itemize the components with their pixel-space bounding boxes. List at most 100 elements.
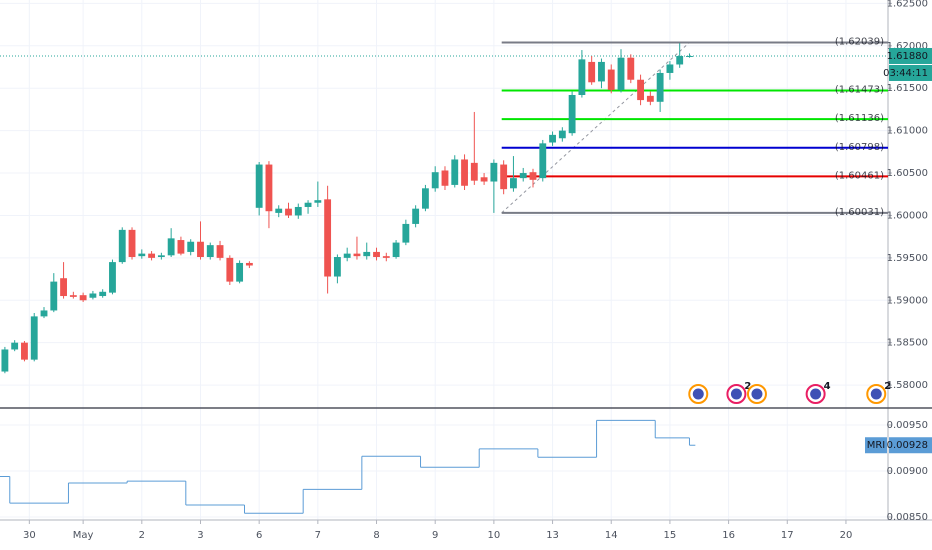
candle-body — [294, 206, 302, 216]
y-tick-label: 1.61000 — [887, 126, 928, 137]
y-tick-label: 0.00950 — [887, 420, 928, 431]
candle-body — [676, 55, 684, 65]
fib-label: (1.60798) — [835, 142, 884, 153]
candle-body — [451, 159, 459, 185]
countdown-box — [889, 64, 932, 81]
candle-body — [510, 178, 517, 189]
candle-body — [490, 162, 498, 182]
candle-body — [177, 240, 185, 254]
candle-body — [519, 173, 527, 179]
candle-body — [40, 310, 48, 317]
candle-body — [598, 61, 605, 82]
candle-body — [558, 130, 566, 139]
candle-body — [60, 278, 67, 297]
y-tick-label: 1.60500 — [887, 168, 928, 179]
x-tick-label: 9 — [432, 530, 438, 541]
candle-body — [402, 223, 410, 243]
candle-body — [128, 229, 136, 258]
candle-body — [646, 95, 654, 102]
event-icon-inner — [870, 388, 882, 400]
last-price-box — [889, 47, 932, 64]
x-tick-label: 14 — [605, 530, 618, 541]
countdown-label: 03:44:11 — [883, 68, 928, 79]
y-tick-label: 1.61500 — [887, 83, 928, 94]
candle-body — [187, 241, 195, 252]
candle-body — [549, 134, 556, 143]
candle-body — [89, 293, 97, 298]
price-axis-bg — [888, 0, 932, 550]
candle-body — [529, 172, 537, 180]
candle-body — [275, 208, 283, 213]
candle-body — [216, 245, 224, 258]
candle-body — [627, 57, 635, 80]
event-icon-inner — [751, 388, 763, 400]
fib-label: (1.61136) — [835, 113, 884, 124]
candle-body — [157, 255, 165, 258]
candle-body — [588, 61, 596, 83]
candle-body — [197, 241, 204, 258]
mri-name: MRI — [867, 440, 886, 451]
candle-body — [431, 172, 439, 189]
grid — [0, 0, 888, 520]
y-tick-label: 1.58000 — [887, 380, 928, 391]
fib-trend — [501, 42, 690, 214]
candle-body — [50, 281, 58, 311]
event-icon-inner — [810, 388, 822, 400]
mri-value-box — [889, 437, 932, 454]
candle-body — [148, 253, 156, 258]
fib-label: (1.62039) — [835, 36, 884, 47]
candle-body — [167, 238, 175, 256]
candle-body — [637, 79, 644, 101]
y-tick-label: 1.58500 — [887, 338, 928, 349]
fib-label: (1.60031) — [835, 207, 884, 218]
candle-body — [79, 295, 87, 301]
candle-body — [656, 72, 664, 102]
candle-body — [568, 95, 576, 134]
fib-label: (1.61473) — [835, 85, 884, 96]
candle-body — [617, 57, 625, 90]
x-tick-label: May — [73, 530, 94, 541]
candle-body — [314, 200, 322, 203]
candle-body — [392, 242, 400, 258]
candle-body — [461, 159, 468, 186]
x-tick-label: 17 — [781, 530, 794, 541]
x-tick-label: 16 — [722, 530, 735, 541]
x-tick-label: 7 — [315, 530, 321, 541]
candle-body — [304, 202, 312, 207]
x-tick-label: 30 — [23, 530, 36, 541]
x-tick-label: 10 — [488, 530, 501, 541]
mri-value-label: 0.00928 — [887, 440, 928, 451]
event-count: 2 — [744, 381, 751, 392]
candle-body — [99, 291, 107, 297]
event-icon-inner — [692, 388, 704, 400]
event-count: 4 — [824, 381, 831, 392]
candle-body — [500, 164, 508, 190]
y-tick-label: 1.60000 — [887, 210, 928, 221]
candle-body — [226, 257, 234, 282]
x-tick-label: 8 — [373, 530, 379, 541]
fib-label: (1.60461) — [835, 170, 884, 181]
y-tick-label: 1.59500 — [887, 253, 928, 264]
mri-name-box — [865, 437, 887, 454]
y-tick-label: 1.59000 — [887, 295, 928, 306]
candle-body — [245, 262, 253, 266]
x-tick-label: 20 — [840, 530, 853, 541]
candle-body — [333, 257, 341, 277]
last-price-label: 1.61880 — [887, 51, 928, 62]
candle-body — [1, 349, 9, 372]
y-tick-label: 0.00900 — [887, 466, 928, 477]
x-tick-label: 15 — [664, 530, 677, 541]
candle-body — [363, 251, 371, 257]
candle-body — [470, 162, 478, 181]
candle-body — [11, 342, 19, 350]
candle-body — [480, 177, 488, 182]
x-tick-label: 3 — [197, 530, 203, 541]
candle-body — [666, 64, 674, 73]
candle-body — [118, 229, 126, 263]
candle-body — [265, 164, 273, 212]
event-icon-inner — [730, 388, 742, 400]
candle-body — [421, 188, 429, 209]
candle-body — [343, 253, 351, 258]
candle-body — [206, 245, 214, 258]
candle-body — [285, 208, 292, 216]
